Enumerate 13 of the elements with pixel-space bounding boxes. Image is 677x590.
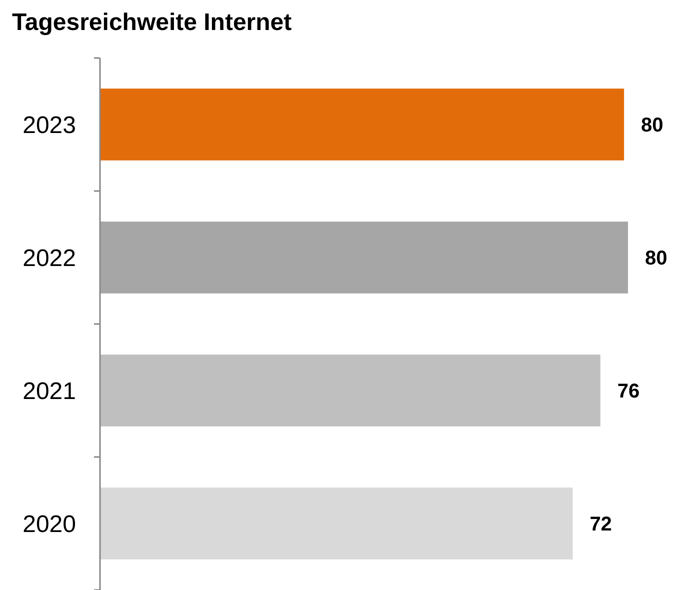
data-label: 80 xyxy=(641,114,664,136)
data-label: 80 xyxy=(645,248,668,270)
y-tick-label: 2022 xyxy=(22,244,76,272)
data-label: 72 xyxy=(590,514,612,536)
bar xyxy=(100,222,628,294)
y-tick-label: 2020 xyxy=(22,510,76,538)
bar xyxy=(100,488,573,560)
data-label: 76 xyxy=(617,380,640,402)
bar xyxy=(100,354,600,426)
bar xyxy=(100,88,624,160)
chart-title: Tagesreichweite Internet xyxy=(12,9,292,36)
y-tick-label: 2023 xyxy=(22,112,76,139)
y-tick-label: 2021 xyxy=(22,378,76,405)
